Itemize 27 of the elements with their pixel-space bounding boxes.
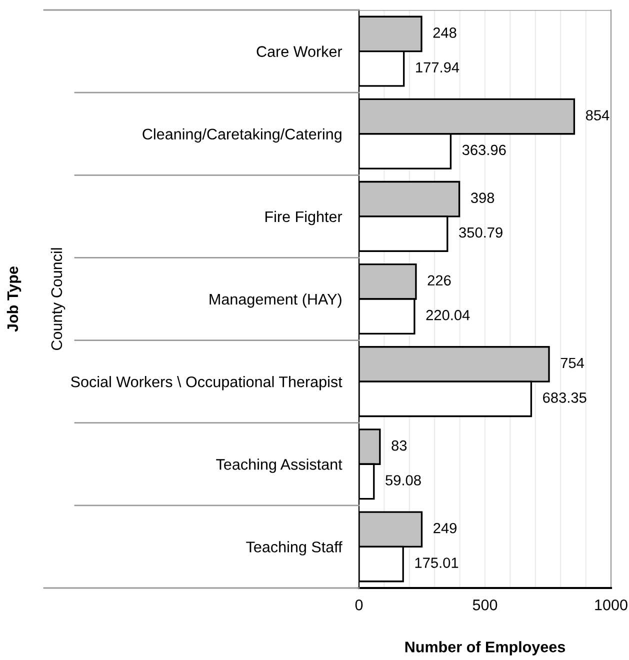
data-label: 683.35 [543,392,586,403]
y-axis-title: Job Type [6,266,22,332]
data-label: 59.08 [386,475,421,486]
data-label: 83 [392,440,407,451]
x-tick-label: 1000 [595,600,628,610]
data-label: 854 [586,110,610,120]
y-tick-label: Cleaning/Caretaking/Catering [142,128,342,143]
y-tick-label: Care Worker [256,46,342,57]
data-label: 363.96 [462,144,506,156]
data-label: 177.94 [416,62,460,73]
y-tick-label: Fire Fighter [265,210,342,226]
data-label: 248 [433,28,456,38]
y-tick-label: Social Workers \ Occupational Therapist [71,376,342,390]
y-tick-label: Teaching Staff [246,541,342,556]
x-axis-title: Number of Employees [405,641,566,656]
data-label: 398 [470,192,494,204]
x-tick-label: 500 [472,600,498,610]
data-label: 226 [428,275,451,286]
y-tick-label: Management (HAY) [210,293,342,308]
data-label: 350.79 [459,227,502,238]
data-label: 754 [560,358,584,368]
x-tick-label: 0 [355,600,363,610]
text: County Council [50,248,66,350]
data-label: 220.04 [426,310,470,320]
data-label: 175.01 [415,558,458,568]
y-tick-label: Teaching Assistant [216,458,342,473]
data-label: 249 [434,522,456,534]
